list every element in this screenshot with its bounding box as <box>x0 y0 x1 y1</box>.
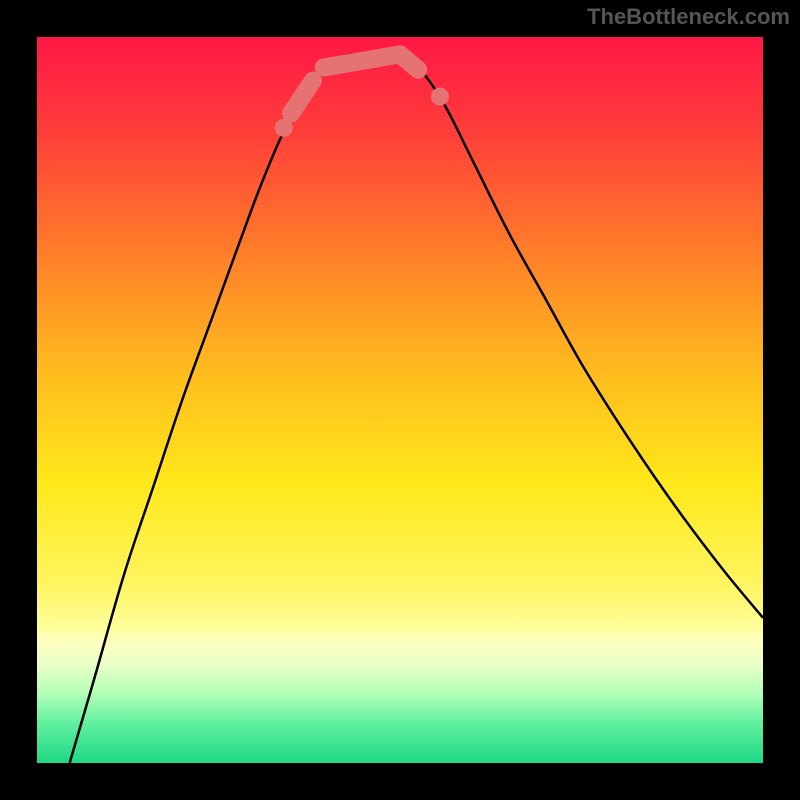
chart-container: TheBottleneck.com <box>0 0 800 800</box>
optimal-band <box>37 632 763 763</box>
gradient-background <box>37 37 763 632</box>
plot-area <box>37 37 763 763</box>
watermark-text: TheBottleneck.com <box>587 4 790 30</box>
